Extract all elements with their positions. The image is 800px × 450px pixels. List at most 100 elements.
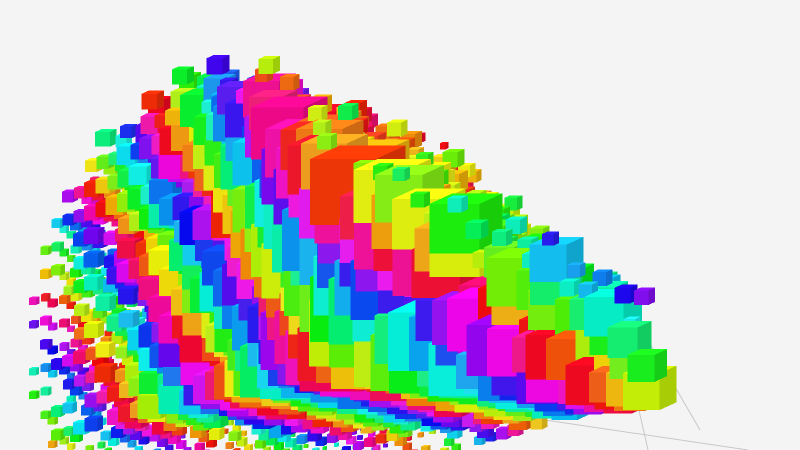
- cube-side-face: [109, 341, 116, 358]
- cube-side-face: [72, 401, 77, 414]
- cube-front-face: [118, 313, 133, 328]
- cube-top-face: [40, 363, 52, 365]
- cube-front-face: [73, 351, 86, 364]
- voxel-cube: [254, 439, 267, 449]
- cube-front-face: [83, 323, 98, 338]
- voxel-cube: [59, 342, 70, 351]
- cube-front-face: [244, 445, 251, 450]
- voxel-cube: [63, 378, 77, 390]
- cube-side-face: [97, 226, 105, 245]
- cube-side-face: [47, 293, 51, 302]
- cube-front-face: [29, 391, 37, 400]
- voxel-cube: [85, 444, 95, 450]
- voxel-cube: [67, 372, 76, 380]
- cube-front-face: [151, 421, 165, 435]
- cube-side-face: [78, 314, 82, 324]
- cube-top-face: [100, 336, 114, 338]
- cube-front-face: [94, 366, 111, 383]
- cube-front-face: [95, 131, 110, 147]
- voxel-cube: [83, 250, 105, 268]
- cube-side-face: [103, 417, 107, 426]
- cube-front-face: [137, 395, 161, 419]
- voxel-cube: [29, 320, 40, 329]
- cube-front-face: [39, 270, 49, 279]
- cube-top-face: [51, 241, 64, 244]
- cube-top-face: [59, 342, 70, 344]
- cube-top-face: [74, 374, 89, 377]
- cube-top-face: [89, 176, 100, 178]
- cube-side-face: [97, 250, 105, 268]
- cube-front-face: [73, 211, 85, 223]
- cube-front-face: [40, 317, 49, 326]
- cube-side-face: [183, 433, 186, 439]
- cube-front-face: [59, 226, 67, 233]
- voxel-cube: [194, 442, 205, 450]
- cube-front-face: [63, 427, 72, 437]
- voxel-cube: [47, 345, 58, 355]
- voxel-cube: [333, 442, 340, 447]
- cube-front-face: [116, 240, 135, 259]
- cube-top-face: [39, 268, 53, 271]
- cube-side-face: [72, 442, 76, 450]
- cube-front-face: [96, 156, 109, 169]
- cube-top-face: [47, 440, 58, 442]
- cube-front-face: [50, 407, 61, 417]
- cube-front-face: [47, 370, 55, 378]
- cube-front-face: [74, 329, 85, 340]
- cube-side-face: [60, 264, 65, 276]
- cube-top-face: [66, 395, 76, 397]
- cube-side-face: [36, 390, 40, 400]
- cube-front-face: [85, 348, 97, 360]
- cube-front-face: [73, 422, 86, 435]
- cube-front-face: [40, 411, 48, 420]
- cube-side-face: [140, 445, 143, 450]
- cube-front-face: [84, 418, 98, 432]
- cube-front-face: [47, 347, 55, 355]
- voxel-cube: [97, 441, 106, 449]
- cube-top-face: [100, 430, 113, 433]
- cube-front-face: [29, 298, 37, 306]
- cube-front-face: [83, 253, 98, 268]
- voxel-cube: [62, 401, 77, 414]
- voxel-cube: [225, 441, 235, 450]
- cube-front-face: [162, 367, 182, 387]
- cube-front-face: [70, 268, 79, 278]
- cube-top-face: [153, 448, 161, 450]
- cube-front-face: [67, 373, 73, 380]
- cube-front-face: [85, 372, 97, 384]
- cube-top-face: [29, 390, 40, 392]
- cube-front-face: [138, 373, 160, 395]
- voxel-cube: [95, 293, 117, 311]
- cube-top-face: [83, 321, 105, 324]
- cube-front-face: [50, 430, 61, 441]
- cube-front-face: [62, 356, 73, 367]
- cube-front-face: [66, 396, 74, 404]
- cube-front-face: [63, 286, 72, 296]
- voxel-cube: [29, 390, 40, 400]
- cube-front-face: [47, 441, 55, 449]
- voxel-cube: [73, 303, 90, 317]
- voxel-cube: [29, 296, 40, 306]
- voxel-cube: [40, 315, 53, 326]
- cube-front-face: [228, 432, 238, 442]
- cube-front-face: [73, 305, 85, 317]
- cube-side-face: [66, 294, 71, 305]
- cube-front-face: [85, 160, 97, 173]
- cube-top-face: [40, 410, 52, 412]
- cube-side-face: [293, 437, 297, 448]
- cube-front-face: [103, 233, 116, 246]
- cube-side-face: [66, 248, 70, 257]
- voxel-cube: [95, 341, 116, 358]
- cube-side-face: [36, 320, 40, 329]
- cube-side-face: [48, 245, 52, 255]
- cube-front-face: [40, 364, 48, 373]
- cube-side-face: [47, 386, 52, 396]
- cube-front-face: [83, 229, 98, 245]
- cube-top-face: [29, 367, 40, 369]
- cube-side-face: [47, 410, 52, 420]
- cube-front-face: [127, 441, 134, 448]
- cube-top-face: [50, 428, 66, 431]
- voxel-cube: [296, 434, 309, 444]
- cube-side-face: [54, 440, 58, 449]
- voxel-cube: [118, 310, 140, 328]
